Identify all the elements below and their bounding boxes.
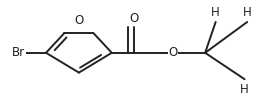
- Text: H: H: [211, 6, 220, 19]
- Text: O: O: [168, 46, 178, 59]
- Text: O: O: [74, 14, 84, 27]
- Text: Br: Br: [12, 46, 25, 59]
- Text: H: H: [243, 6, 252, 19]
- Text: O: O: [129, 12, 139, 25]
- Text: H: H: [240, 83, 249, 96]
